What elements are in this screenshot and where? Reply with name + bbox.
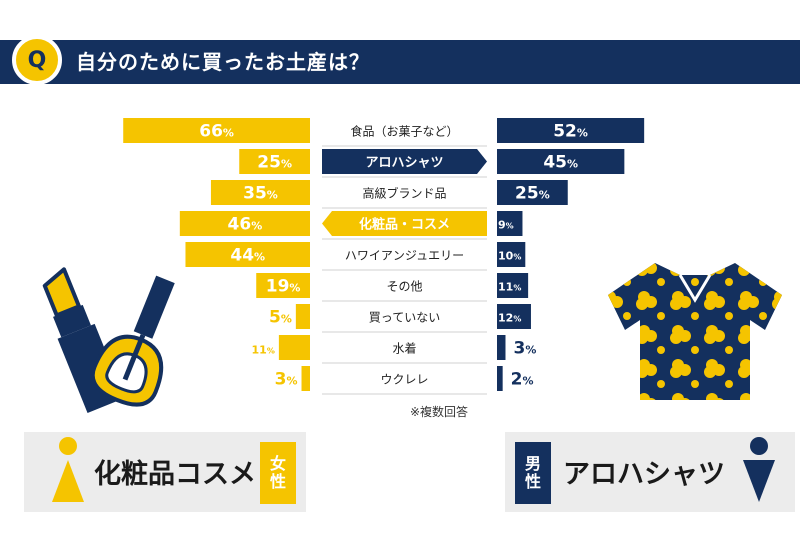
male-value-label: 9% bbox=[498, 219, 514, 232]
male-icon bbox=[743, 437, 775, 502]
category-label: その他 bbox=[386, 280, 422, 294]
header-bar bbox=[0, 40, 800, 84]
category-label: ウクレレ bbox=[380, 373, 428, 387]
male-bar bbox=[497, 273, 529, 298]
category-label: アロハシャツ bbox=[365, 156, 443, 171]
male-bar bbox=[497, 335, 506, 360]
male-value-label: 45% bbox=[543, 153, 578, 173]
male-answer-panel: 男性 アロハシャツ bbox=[505, 432, 795, 512]
female-icon bbox=[52, 437, 84, 502]
female-bar bbox=[210, 180, 310, 205]
male-value-label: 25% bbox=[515, 184, 550, 204]
female-bar bbox=[123, 118, 310, 143]
male-label: 男性 bbox=[515, 442, 551, 504]
category-label: 化粧品・コスメ bbox=[359, 217, 450, 233]
female-bar bbox=[301, 366, 310, 391]
female-value-label: 66% bbox=[199, 122, 234, 142]
category-label: 買っていない bbox=[369, 311, 440, 325]
female-bar bbox=[256, 273, 310, 298]
male-value-label: 12% bbox=[498, 312, 521, 325]
male-value-label: 3% bbox=[513, 339, 536, 359]
male-value-label: 2% bbox=[511, 370, 534, 390]
male-bar bbox=[497, 118, 645, 143]
highlight-tag-male bbox=[322, 149, 487, 174]
question-badge: Q bbox=[12, 35, 62, 85]
female-value-label: 35% bbox=[243, 184, 278, 204]
male-bar bbox=[497, 366, 503, 391]
category-label: 高級ブランド品 bbox=[362, 186, 446, 201]
male-value-label: 11% bbox=[498, 281, 521, 294]
highlight-tag-female bbox=[322, 211, 487, 236]
female-top-answer: 化粧品コスメ bbox=[94, 459, 256, 490]
female-value-label: 11% bbox=[252, 344, 275, 357]
category-label: ハワイアンジュエリー bbox=[345, 249, 464, 263]
male-top-answer: アロハシャツ bbox=[563, 459, 725, 490]
category-label: 食品（お菓子など） bbox=[350, 124, 458, 139]
female-value-label: 19% bbox=[266, 277, 301, 297]
male-value-label: 10% bbox=[498, 250, 521, 263]
male-bar bbox=[497, 149, 625, 174]
category-label: 水着 bbox=[392, 341, 416, 356]
male-value-label: 52% bbox=[553, 122, 588, 142]
female-bar bbox=[278, 335, 310, 360]
male-bar bbox=[497, 180, 568, 205]
female-bar bbox=[185, 242, 310, 267]
female-value-label: 44% bbox=[230, 246, 265, 266]
female-bar bbox=[179, 211, 310, 236]
aloha-shirt-illustration bbox=[608, 263, 782, 400]
female-answer-panel: 化粧品コスメ 女性 bbox=[24, 432, 306, 512]
female-value-label: 25% bbox=[257, 153, 292, 173]
female-value-label: 3% bbox=[275, 370, 298, 390]
female-bar bbox=[295, 304, 310, 329]
female-value-label: 5% bbox=[269, 308, 292, 328]
female-label: 女性 bbox=[260, 442, 296, 504]
question-title: 自分のために買ったお土産は？ bbox=[76, 50, 370, 74]
female-bar bbox=[239, 149, 310, 174]
female-value-label: 46% bbox=[228, 215, 263, 235]
male-bar bbox=[497, 211, 523, 236]
butterfly-chart: 66% 52% 食品（お菓子など） 25% 45% アロハシャツ 35% 25% 高級ブランド品… bbox=[123, 118, 645, 395]
multiple-answer-note: ※複数回答 bbox=[410, 405, 469, 419]
male-bar bbox=[497, 242, 526, 267]
cosmetics-illustration bbox=[42, 267, 175, 413]
male-bar bbox=[497, 304, 531, 329]
